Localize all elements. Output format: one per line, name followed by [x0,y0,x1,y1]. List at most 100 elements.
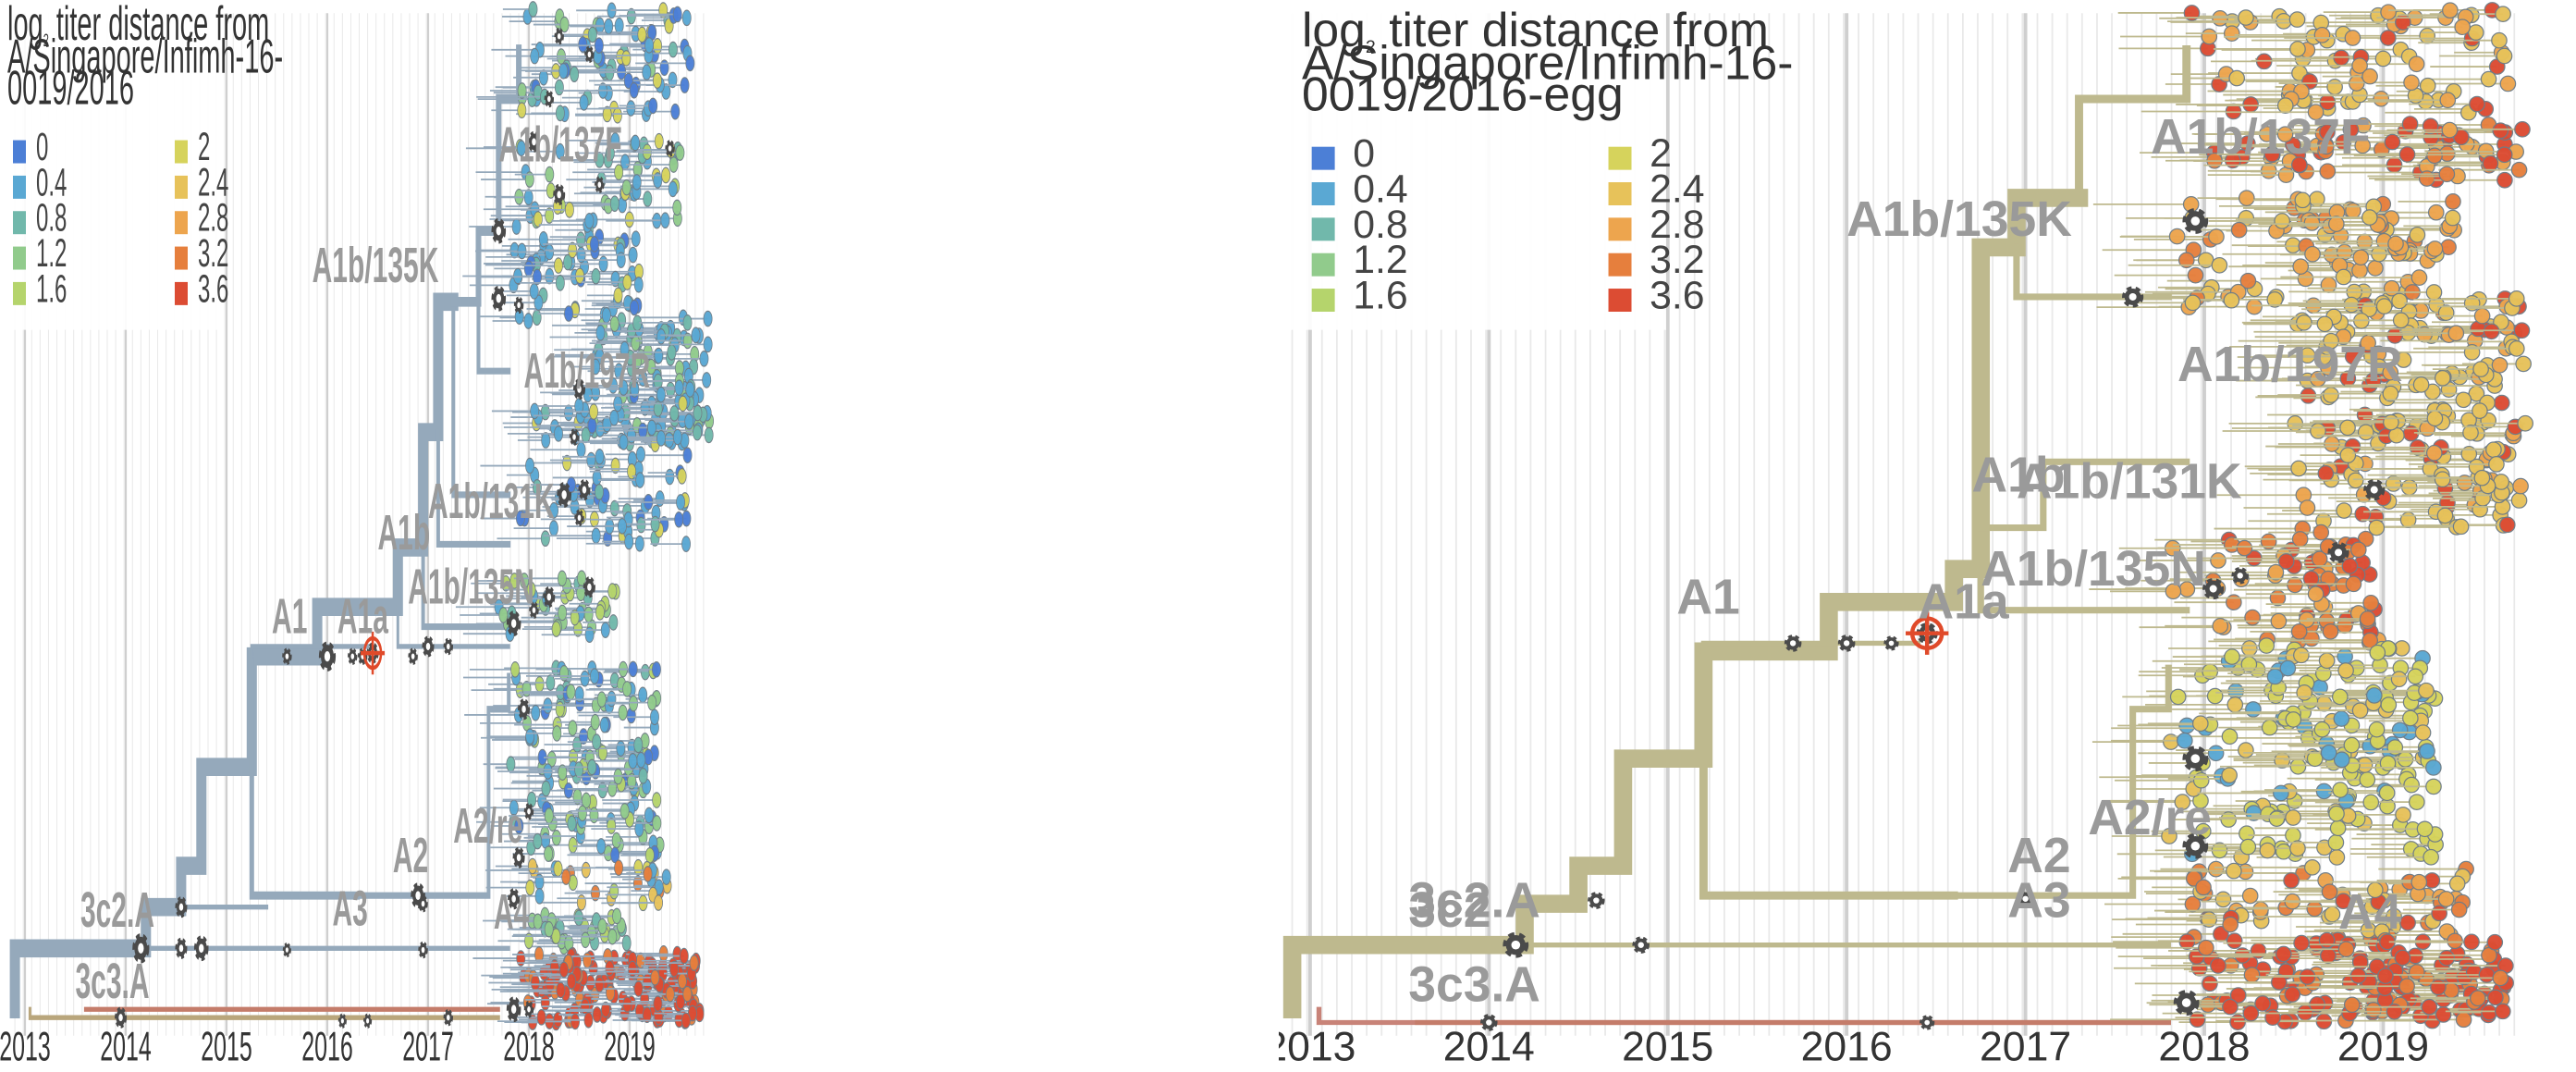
mutation-gear-icon [443,637,453,656]
tip-node [574,909,583,927]
tip-node [2290,460,2307,477]
legend-label: 3.6 [198,267,228,311]
clade-label: A3 [332,881,367,936]
tip-node [2426,410,2444,427]
tip-node [614,859,624,877]
tip-node [524,171,534,188]
tip-node [2315,782,2333,800]
tip-node [2207,745,2225,762]
tip-node [2367,260,2384,277]
tip-node [545,166,555,183]
tip-node [2419,743,2435,759]
tip-node [642,1006,652,1024]
tip-node [551,621,561,637]
tip-node [2517,414,2533,432]
tip-node [2290,623,2308,640]
mutation-gear-icon [175,896,188,918]
legend-title-line: A/Singapore/Infimh-16- [1302,36,1793,90]
tip-node [554,425,563,442]
tip-node [654,894,663,911]
tip-node [668,71,678,89]
gear-hub [557,33,561,40]
tip-node [559,16,570,33]
branch [421,544,511,631]
tip-node [544,807,554,824]
tip-node [2472,402,2488,419]
tree-branches [9,44,522,1020]
tip-node [652,72,662,89]
gear-hub [1843,640,1850,647]
tip-node [681,536,691,552]
tip-node [2421,998,2438,1016]
tip-node [2289,758,2307,775]
gear-hub [547,95,551,103]
tip-node [544,920,554,938]
tip-node [2397,751,2414,768]
tip-node [629,695,639,712]
gear-hub [411,653,415,659]
mutation-gear-icon [1784,635,1802,652]
tip-node [545,243,555,261]
gear-hub [2237,573,2243,579]
tip-node [2442,2,2459,19]
tip-node [2274,213,2290,229]
tip-node [2178,717,2195,734]
mutation-gear-icon [583,576,595,598]
tip-node [2290,156,2308,173]
mutation-gear-icon [544,90,554,108]
tip-node [2165,583,2182,600]
gear-hub [2190,216,2201,226]
gear-hub [1511,940,1521,950]
tip-node [2345,202,2361,219]
tip-node [587,417,597,434]
tip-node [595,325,606,341]
clade-label: A2 [2007,829,2070,883]
tip-node [2496,47,2513,65]
tip-node [568,720,578,736]
tip-node [684,413,694,430]
tip-node [2267,563,2285,581]
tip-node [675,144,685,161]
gear-hub [285,653,289,659]
tip-node [681,1012,691,1029]
tip-node [655,490,665,507]
tip-node [2447,932,2463,950]
branch [451,298,511,499]
tip-node [632,174,642,191]
tip-node [577,805,587,822]
tip-node [2220,811,2238,828]
tip-node [2284,986,2301,1003]
tip-node [2226,696,2244,713]
tip-node [610,846,620,864]
clade-label: A1a [337,590,389,645]
tip-node [592,733,602,750]
x-tick-label: 2019 [604,1023,656,1070]
tip-node [525,879,535,896]
tip-node [619,803,630,819]
mutation-gear-icon [523,803,534,820]
tip-node [551,829,561,846]
tip-node [533,832,543,850]
tip-node [517,82,527,99]
tip-node [646,358,656,376]
branch [1977,565,2190,614]
mutation-gear-icon [569,428,580,446]
gear-hub [1638,942,1644,948]
tip-node [2455,391,2472,409]
legend-swatch [1608,182,1632,205]
tip-node [2392,312,2410,329]
tip-node [591,527,601,545]
tip-node [2339,447,2357,463]
mutation-markers [1480,208,2386,1031]
tip-node [546,750,557,768]
legend-swatch [1608,289,1632,313]
tip-node [2445,193,2461,210]
tip-node [2279,659,2297,677]
tip-node [2202,975,2218,992]
tip-node [2275,945,2292,963]
mutation-gear-icon [193,935,209,962]
tip-node [595,448,605,465]
legend-background [1279,0,1666,330]
tip-node [678,395,688,413]
tip-node [2473,307,2491,325]
